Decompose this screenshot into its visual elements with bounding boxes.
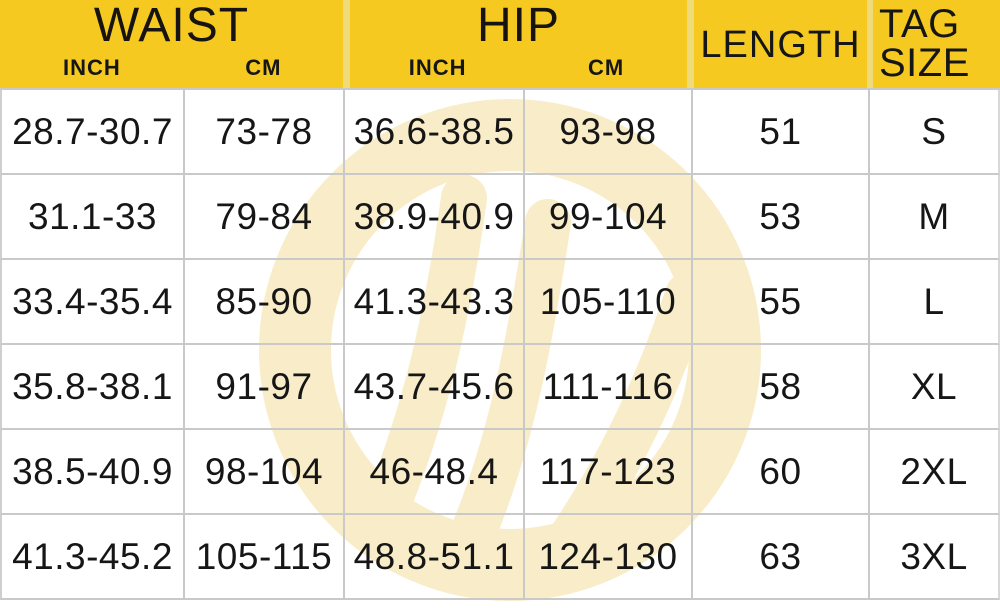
cell-waist-cm: 73-78 — [185, 90, 345, 175]
waist-inch-label: INCH — [63, 55, 121, 80]
table-body: 28.7-30.7 73-78 36.6-38.5 93-98 51 S 31.… — [0, 88, 1000, 600]
cell-tag-size: 3XL — [870, 515, 1000, 600]
header-divider — [867, 0, 873, 88]
cell-tag-size: XL — [870, 345, 1000, 430]
cell-waist-cm: 79-84 — [185, 175, 345, 260]
waist-header-label: WAIST — [93, 0, 250, 52]
length-header-label: LENGTH — [700, 24, 861, 66]
cell-waist-inch: 31.1-33 — [0, 175, 185, 260]
cell-waist-inch: 33.4-35.4 — [0, 260, 185, 345]
cell-length: 55 — [693, 260, 870, 345]
header-group-length: LENGTH — [694, 0, 867, 88]
cell-hip-inch: 48.8-51.1 — [345, 515, 525, 600]
header-group-waist: WAIST INCH CM — [0, 0, 343, 88]
cell-length: 53 — [693, 175, 870, 260]
table-row-l: 33.4-35.4 85-90 41.3-43.3 105-110 55 L — [0, 260, 1000, 345]
cell-waist-inch: 38.5-40.9 — [0, 430, 185, 515]
waist-cm-label: CM — [245, 55, 282, 80]
cell-hip-cm: 124-130 — [525, 515, 693, 600]
hip-unit-row: INCH CM — [350, 55, 687, 81]
table-row-3xl: 41.3-45.2 105-115 48.8-51.1 124-130 63 3… — [0, 515, 1000, 600]
cell-hip-inch: 38.9-40.9 — [345, 175, 525, 260]
hip-header-label: HIP — [476, 0, 560, 52]
table-header: WAIST INCH CM HIP INCH CM LENGTH TAG SIZ… — [0, 0, 1000, 88]
cell-length: 63 — [693, 515, 870, 600]
tag-header-line1: TAG — [879, 2, 960, 46]
cell-hip-inch: 46-48.4 — [345, 430, 525, 515]
header-group-hip: HIP INCH CM — [350, 0, 687, 88]
cell-waist-cm: 105-115 — [185, 515, 345, 600]
cell-hip-cm: 105-110 — [525, 260, 693, 345]
header-group-tag-size: TAG SIZE — [873, 0, 1000, 88]
tag-header-line2: SIZE — [879, 41, 970, 85]
cell-tag-size: S — [870, 90, 1000, 175]
table-row-2xl: 38.5-40.9 98-104 46-48.4 117-123 60 2XL — [0, 430, 1000, 515]
header-divider — [687, 0, 694, 88]
waist-unit-row: INCH CM — [0, 55, 343, 81]
cell-tag-size: M — [870, 175, 1000, 260]
table-row-xl: 35.8-38.1 91-97 43.7-45.6 111-116 58 XL — [0, 345, 1000, 430]
cell-hip-inch: 43.7-45.6 — [345, 345, 525, 430]
cell-waist-inch: 41.3-45.2 — [0, 515, 185, 600]
cell-hip-cm: 99-104 — [525, 175, 693, 260]
cell-hip-cm: 117-123 — [525, 430, 693, 515]
cell-length: 58 — [693, 345, 870, 430]
header-divider — [343, 0, 350, 88]
cell-waist-cm: 85-90 — [185, 260, 345, 345]
hip-inch-label: INCH — [408, 55, 467, 80]
table-row-m: 31.1-33 79-84 38.9-40.9 99-104 53 M — [0, 175, 1000, 260]
cell-hip-inch: 41.3-43.3 — [345, 260, 525, 345]
cell-length: 51 — [693, 90, 870, 175]
table-row-s: 28.7-30.7 73-78 36.6-38.5 93-98 51 S — [0, 90, 1000, 175]
cell-hip-inch: 36.6-38.5 — [345, 90, 525, 175]
cell-waist-inch: 28.7-30.7 — [0, 90, 185, 175]
cell-tag-size: L — [870, 260, 1000, 345]
hip-cm-label: CM — [588, 55, 625, 80]
cell-hip-cm: 111-116 — [525, 345, 693, 430]
cell-length: 60 — [693, 430, 870, 515]
cell-tag-size: 2XL — [870, 430, 1000, 515]
cell-waist-cm: 91-97 — [185, 345, 345, 430]
cell-waist-cm: 98-104 — [185, 430, 345, 515]
cell-waist-inch: 35.8-38.1 — [0, 345, 185, 430]
cell-hip-cm: 93-98 — [525, 90, 693, 175]
